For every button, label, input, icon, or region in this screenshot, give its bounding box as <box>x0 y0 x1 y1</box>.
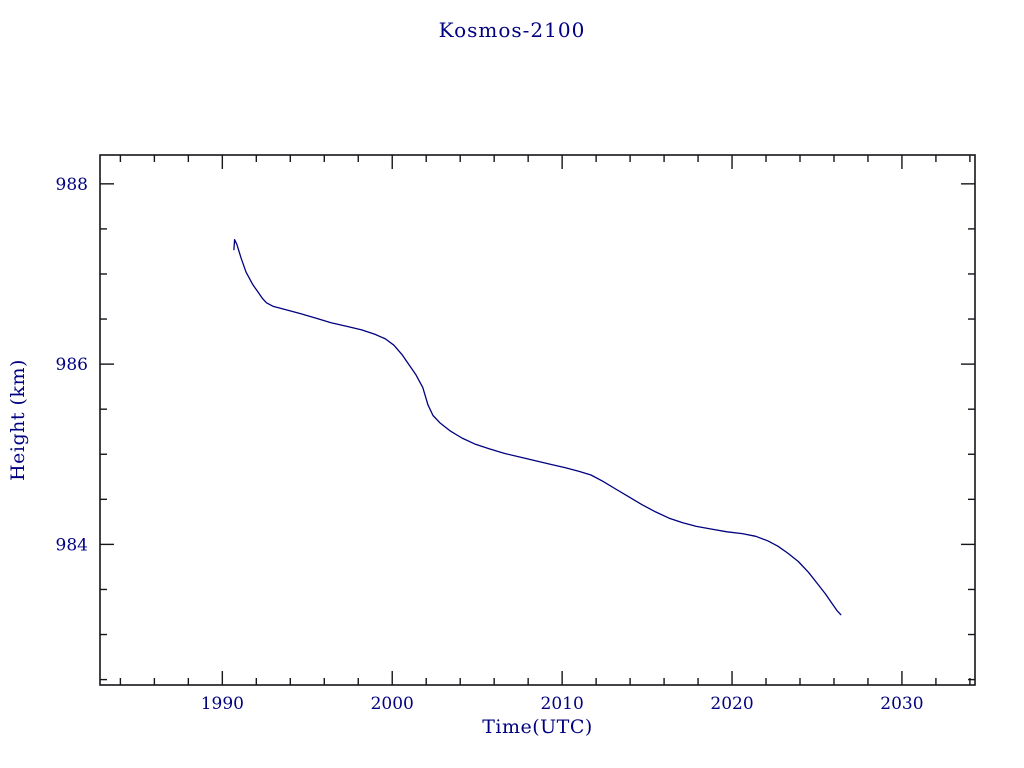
y-tick-label: 984 <box>56 535 88 555</box>
x-tick-label: 2000 <box>371 694 414 714</box>
series-height-km <box>233 239 842 616</box>
x-tick-label: 2010 <box>541 694 584 714</box>
x-tick-label: 2020 <box>710 694 753 714</box>
x-axis-label: Time(UTC) <box>482 716 593 738</box>
chart-title: Kosmos-2100 <box>438 18 586 42</box>
x-tick-label: 2030 <box>880 694 923 714</box>
x-tick-label: 1990 <box>201 694 244 714</box>
y-tick-label: 988 <box>56 175 88 195</box>
plot-frame <box>99 154 976 686</box>
y-tick-label: 986 <box>56 355 88 375</box>
